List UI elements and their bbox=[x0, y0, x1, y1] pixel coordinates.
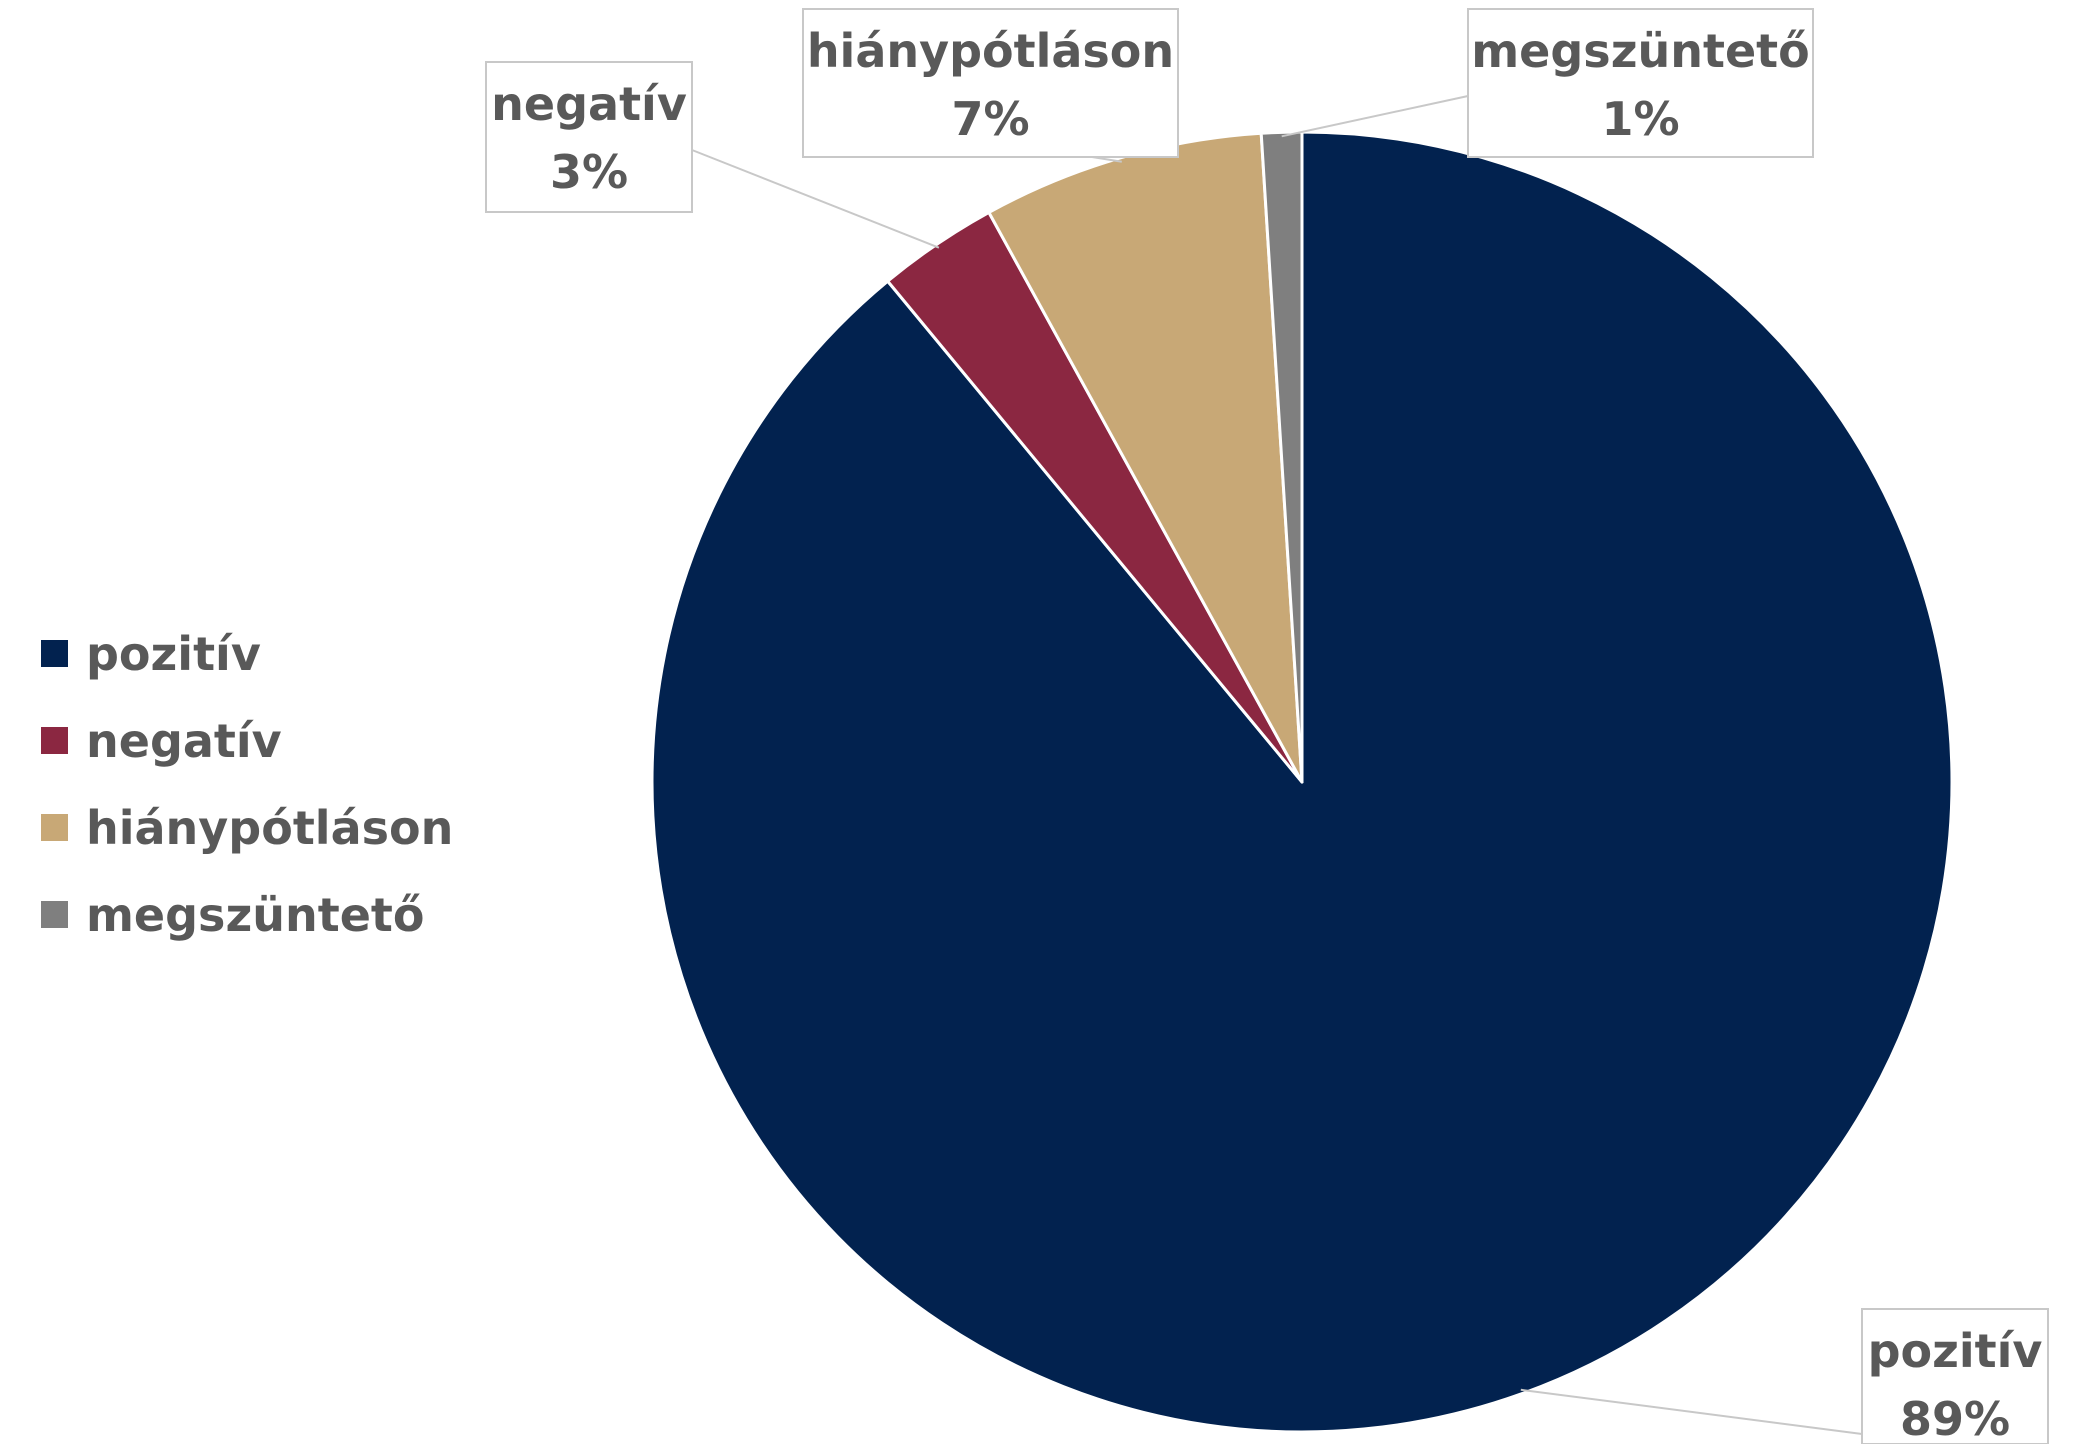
data-label-value-negativ: 3% bbox=[550, 145, 628, 199]
legend-label-megszunteto: megszüntető bbox=[86, 888, 425, 942]
legend-swatch-megszunteto bbox=[41, 901, 68, 928]
legend: pozitív negatív hiánypótláson megszüntető bbox=[41, 627, 453, 942]
legend-swatch-pozitiv bbox=[41, 640, 68, 667]
legend-label-hianypotlason: hiánypótláson bbox=[86, 801, 453, 855]
data-label-category-megszunteto: megszüntető bbox=[1471, 24, 1810, 78]
data-label-category-negativ: negatív bbox=[491, 77, 687, 131]
legend-label-pozitiv: pozitív bbox=[86, 627, 261, 681]
leader-line-negativ bbox=[692, 150, 939, 248]
leader-line-megszunteto bbox=[1282, 96, 1468, 136]
legend-swatch-hianypotlason bbox=[41, 814, 68, 841]
leader-line-pozitiv bbox=[1521, 1390, 1862, 1434]
pie-slices bbox=[652, 132, 1952, 1432]
data-label-value-hianypotlason: 7% bbox=[951, 92, 1029, 146]
data-label-category-pozitiv: pozitív bbox=[1868, 1324, 2043, 1378]
legend-swatch-negativ bbox=[41, 727, 68, 754]
data-label-value-pozitiv: 89% bbox=[1900, 1392, 2010, 1444]
data-label-value-megszunteto: 1% bbox=[1601, 92, 1679, 146]
data-label-category-hianypotlason: hiánypótláson bbox=[807, 24, 1174, 78]
legend-label-negativ: negatív bbox=[86, 714, 282, 768]
